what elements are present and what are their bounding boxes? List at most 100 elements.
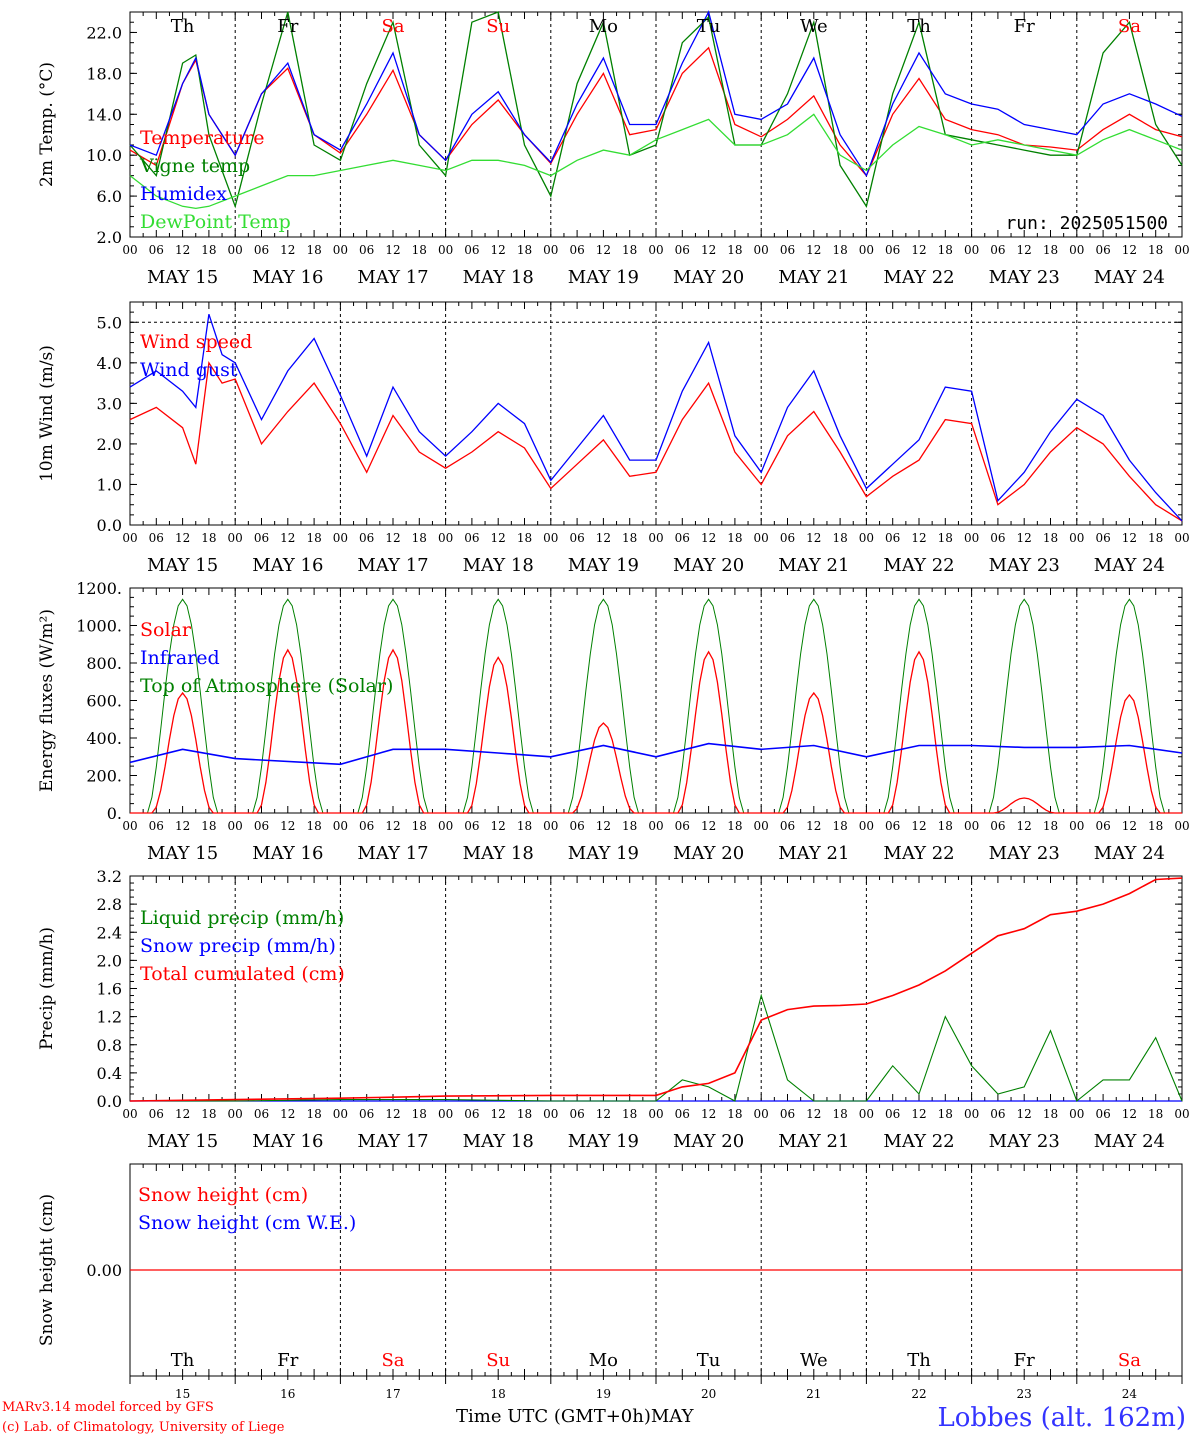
- date-label: MAY 21: [778, 843, 849, 864]
- hour-tick-label: 12: [806, 819, 821, 833]
- hour-tick-label: 18: [727, 819, 742, 833]
- hour-tick-label: 00: [754, 819, 769, 833]
- y-tick-label: 2.0: [97, 951, 122, 970]
- hour-tick-label: 06: [885, 531, 900, 545]
- hour-tick-label: 06: [359, 531, 374, 545]
- weekday-label: We: [800, 1350, 828, 1371]
- hour-tick-label: 12: [1122, 531, 1137, 545]
- hour-tick-label: 06: [569, 243, 584, 257]
- date-label: MAY 16: [252, 555, 323, 576]
- date-label: MAY 17: [357, 1131, 428, 1152]
- hour-tick-label: 12: [491, 819, 506, 833]
- day-number-label: 18: [491, 1387, 506, 1401]
- panel-frame: [129, 587, 1183, 814]
- panel-frame: [129, 301, 1183, 526]
- date-label: MAY 17: [357, 267, 428, 288]
- weekday-label: Th: [907, 1350, 931, 1371]
- panel-1: 2.0 6.0 10.0 14.0 18.0 22.0 2m Temp. (°C) 00 06 1…: [37, 10, 1190, 288]
- hour-tick-label: 00: [1174, 243, 1189, 257]
- hour-tick-label: 00: [333, 1107, 348, 1121]
- y-tick-label: 1.2: [97, 1008, 122, 1027]
- legend-entry: Vigne temp: [139, 155, 250, 177]
- date-label: MAY 24: [1094, 555, 1165, 576]
- legend-entry: Snow height (cm): [138, 1184, 308, 1206]
- hour-tick-label: 12: [385, 819, 400, 833]
- hour-tick-label: 00: [228, 1107, 243, 1121]
- hour-tick-label: 12: [911, 1107, 926, 1121]
- hour-tick-label: 06: [464, 243, 479, 257]
- y-tick-label: 1000.: [76, 617, 122, 636]
- hour-tick-label: 12: [280, 243, 295, 257]
- hour-tick-label: 06: [885, 1107, 900, 1121]
- y-tick-label: 1200.: [76, 579, 122, 598]
- hour-tick-label: 06: [149, 531, 164, 545]
- hour-tick-label: 18: [412, 819, 427, 833]
- hour-tick-label: 18: [622, 243, 637, 257]
- legend-entry: Total cumulated (cm): [140, 963, 345, 985]
- weekday-label: Sa: [381, 1350, 404, 1371]
- date-label: MAY 20: [673, 843, 744, 864]
- date-label: MAY 20: [673, 1131, 744, 1152]
- weekday-label: Su: [486, 16, 510, 37]
- date-label: MAY 18: [463, 1131, 534, 1152]
- hour-tick-label: 00: [122, 819, 137, 833]
- hour-tick-label: 06: [885, 819, 900, 833]
- y-tick-label: 1.0: [97, 475, 122, 494]
- hour-tick-label: 12: [701, 531, 716, 545]
- hour-tick-label: 06: [990, 531, 1005, 545]
- hour-tick-label: 12: [1017, 531, 1032, 545]
- hour-tick-label: 06: [990, 819, 1005, 833]
- hour-tick-label: 18: [832, 531, 847, 545]
- panel-3: 0. 200. 400. 600. 800. 1000. 1200. Energy fluxe…: [37, 579, 1190, 864]
- hour-tick-label: 00: [1174, 531, 1189, 545]
- legend-entry: Top of Atmosphere (Solar): [140, 675, 393, 697]
- hour-tick-label: 18: [306, 819, 321, 833]
- hour-tick-label: 06: [675, 1107, 690, 1121]
- hour-tick-label: 06: [254, 1107, 269, 1121]
- hour-tick-label: 06: [149, 819, 164, 833]
- hour-tick-label: 06: [569, 531, 584, 545]
- hour-tick-label: 18: [1043, 819, 1058, 833]
- hour-tick-label: 18: [832, 819, 847, 833]
- weekday-label: Th: [171, 16, 195, 37]
- hour-tick-label: 12: [385, 1107, 400, 1121]
- legend-entry: DewPoint Temp: [140, 211, 291, 233]
- hour-tick-label: 06: [1095, 531, 1110, 545]
- hour-tick-label: 00: [228, 531, 243, 545]
- hour-tick-label: 12: [385, 531, 400, 545]
- hour-tick-label: 18: [622, 531, 637, 545]
- hour-tick-label: 00: [754, 1107, 769, 1121]
- date-label: MAY 24: [1094, 1131, 1165, 1152]
- date-label: MAY 16: [252, 843, 323, 864]
- hour-tick-label: 12: [596, 819, 611, 833]
- series-vigne-temp: [129, 11, 1183, 209]
- date-label: MAY 23: [989, 555, 1060, 576]
- day-number-label: 19: [596, 1387, 611, 1401]
- hour-tick-label: 12: [596, 531, 611, 545]
- date-label: MAY 15: [147, 843, 218, 864]
- weekday-label: Tu: [697, 1350, 721, 1371]
- hour-tick-label: 12: [385, 243, 400, 257]
- hour-tick-label: 00: [1174, 1107, 1189, 1121]
- legend-entry: Snow precip (mm/h): [140, 935, 336, 957]
- hour-tick-label: 18: [1148, 819, 1163, 833]
- day-number-label: 21: [806, 1387, 821, 1401]
- date-label: MAY 22: [883, 1131, 954, 1152]
- hour-tick-label: 06: [780, 1107, 795, 1121]
- day-number-label: 23: [1017, 1387, 1032, 1401]
- hour-tick-label: 00: [648, 819, 663, 833]
- hour-tick-label: 00: [543, 819, 558, 833]
- y-tick-label: 0.: [107, 804, 122, 823]
- hour-tick-label: 06: [780, 819, 795, 833]
- hour-tick-label: 00: [438, 531, 453, 545]
- weekday-label: Sa: [1118, 1350, 1141, 1371]
- panel-2: 0.0 1.0 2.0 3.0 4.0 5.0 10m Wind (m/s) 00 06 12 18…: [37, 301, 1190, 576]
- weekday-label: Fr: [277, 16, 298, 37]
- hour-tick-label: 18: [306, 1107, 321, 1121]
- hour-tick-label: 18: [517, 243, 532, 257]
- date-label: MAY 22: [883, 843, 954, 864]
- hour-tick-label: 18: [517, 531, 532, 545]
- hour-tick-label: 12: [175, 1107, 190, 1121]
- date-label: MAY 18: [463, 843, 534, 864]
- hour-tick-label: 12: [911, 819, 926, 833]
